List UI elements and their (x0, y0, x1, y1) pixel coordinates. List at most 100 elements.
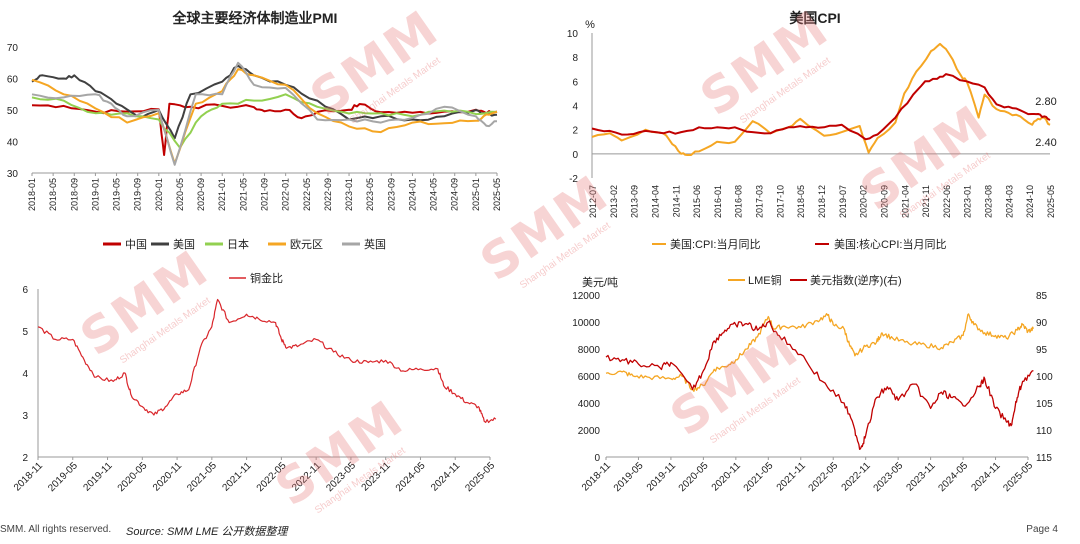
x-tick-label: 2022-01 (281, 178, 291, 211)
y-unit-label: 美元/吨 (582, 276, 618, 289)
x-tick-label: 2022-11 (290, 460, 324, 494)
x-tick-label: 2023-08 (984, 185, 994, 218)
y-right-tick-label: 90 (1036, 318, 1048, 329)
series-line-ratio (37, 298, 497, 424)
x-tick-label: 2020-02 (859, 185, 869, 218)
x-tick-label: 2018-11 (12, 460, 46, 494)
series-line-us (31, 64, 498, 140)
x-tick-label: 2022-05 (302, 178, 312, 211)
x-tick-label: 2016-01 (713, 185, 723, 218)
y-right-tick-label: 105 (1036, 399, 1053, 410)
y-tick-label: 8000 (578, 345, 601, 356)
y-right-tick-label: 115 (1036, 453, 1052, 464)
y-tick-label: 30 (7, 169, 19, 180)
y-right-tick-label: 85 (1036, 291, 1048, 302)
x-tick-label: 2017-03 (755, 185, 765, 218)
y-tick-label: 10000 (572, 318, 600, 329)
x-tick-label: 2019-05 (112, 178, 122, 211)
x-tick-label: 2022-05 (255, 460, 289, 494)
legend-label: 美国 (173, 238, 195, 251)
x-tick-label: 2023-11 (905, 460, 939, 494)
x-tick-label: 2023-05 (324, 460, 358, 494)
series-line-uk (31, 61, 498, 166)
x-tick-label: 2024-01 (407, 178, 417, 211)
legend-label: LME铜 (748, 273, 782, 287)
y-tick-label: 6000 (578, 372, 601, 383)
y-tick-label: 4 (22, 369, 28, 380)
x-tick-label: 2019-05 (612, 460, 646, 494)
y-tick-label: 4 (572, 102, 578, 113)
y-tick-label: 2000 (578, 426, 601, 437)
x-tick-label: 2018-01 (27, 178, 37, 211)
y-tick-label: 6 (572, 77, 578, 88)
y-tick-label: 4000 (578, 399, 601, 410)
x-tick-label: 2019-07 (838, 185, 848, 218)
x-tick-label: 2023-05 (365, 178, 375, 211)
y-right-tick-label: 100 (1036, 372, 1053, 383)
x-tick-label: 2025-01 (471, 178, 481, 211)
x-tick-label: 2020-05 (677, 460, 711, 494)
legend-label: 美元指数(逆序)(右) (810, 273, 902, 287)
legend-label: 英国 (364, 237, 386, 251)
y-tick-label: 6 (22, 285, 28, 296)
y-tick-label: 40 (7, 138, 19, 149)
x-tick-label: 2022-11 (840, 460, 874, 494)
x-tick-label: 2025-05 (1046, 185, 1056, 218)
x-tick-label: 2018-11 (580, 460, 614, 494)
y-tick-label: 5 (22, 327, 28, 338)
x-tick-label: 2020-05 (116, 460, 150, 494)
y-tick-label: 0 (594, 453, 600, 464)
x-tick-label: 2019-11 (81, 460, 115, 494)
x-tick-label: 2014-04 (650, 185, 660, 218)
x-tick-label: 2018-09 (69, 178, 79, 211)
y-tick-label: 60 (7, 75, 19, 86)
x-tick-label: 2019-11 (645, 460, 679, 494)
source-text: Source: SMM LME 公开数据整理 (126, 526, 288, 538)
x-tick-label: 2022-06 (942, 185, 952, 218)
x-tick-label: 2020-11 (151, 460, 185, 494)
y-tick-label: 2 (22, 453, 28, 464)
annotation-label: 2.80 (1035, 96, 1056, 108)
x-tick-label: 2013-09 (630, 185, 640, 218)
x-tick-label: 2021-05 (185, 460, 219, 494)
legend-label: 欧元区 (290, 238, 323, 251)
series-line-core (591, 73, 1051, 141)
legend-label: 中国 (125, 238, 147, 251)
y-tick-label: 12000 (572, 291, 600, 302)
x-tick-label: 2021-11 (921, 185, 931, 217)
x-tick-label: 2020-01 (154, 178, 164, 211)
y-tick-label: 0 (572, 150, 578, 161)
x-tick-label: 2013-02 (609, 185, 619, 218)
series-line-copper (605, 313, 1035, 392)
y-tick-label: 70 (7, 43, 19, 54)
x-tick-label: 2020-05 (175, 178, 185, 211)
x-tick-label: 2014-11 (671, 185, 681, 217)
copyright-text: SMM. All rights reserved. (0, 524, 112, 535)
page-number: Page 4 (1026, 524, 1058, 535)
x-tick-label: 2021-05 (742, 460, 776, 494)
x-tick-label: 2020-09 (879, 185, 889, 218)
series-line-japan (31, 93, 498, 149)
legend-label: 美国:CPI:当月同比 (670, 237, 760, 251)
y-right-tick-label: 95 (1036, 345, 1048, 356)
x-tick-label: 2023-09 (386, 178, 396, 211)
y-unit-label: % (585, 19, 595, 31)
x-tick-label: 2024-05 (394, 460, 428, 494)
x-tick-label: 2016-08 (734, 185, 744, 218)
legend-label: 美国:核心CPI:当月同比 (834, 237, 946, 251)
x-tick-label: 2019-05 (46, 460, 80, 494)
x-tick-label: 2024-10 (1025, 185, 1035, 218)
x-tick-label: 2020-11 (710, 460, 744, 494)
x-tick-label: 2012-07 (588, 185, 598, 218)
x-tick-label: 2024-11 (429, 460, 463, 494)
x-tick-label: 2022-09 (323, 178, 333, 211)
x-tick-label: 2021-05 (238, 178, 248, 211)
y-tick-label: 3 (22, 411, 28, 422)
x-tick-label: 2024-11 (969, 460, 1003, 494)
x-tick-label: 2023-01 (344, 178, 354, 211)
x-tick-label: 2024-05 (429, 178, 439, 211)
x-tick-label: 2023-05 (872, 460, 906, 494)
x-tick-label: 2021-09 (260, 178, 270, 211)
x-tick-label: 2021-11 (221, 460, 255, 494)
